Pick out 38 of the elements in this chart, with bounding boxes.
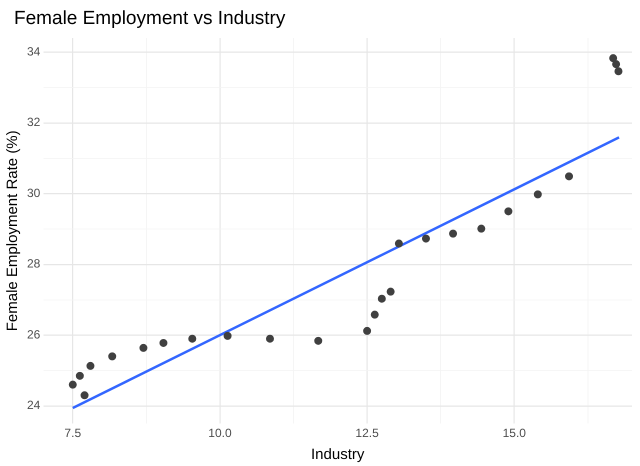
- point: [612, 60, 620, 68]
- point: [565, 172, 574, 180]
- y-axis-title: Female Employment Rate (%): [4, 130, 22, 332]
- y-tick-label: 28: [26, 256, 41, 271]
- point: [266, 334, 274, 343]
- y-tick-label: 32: [26, 115, 41, 130]
- point: [449, 230, 458, 238]
- point: [370, 310, 379, 319]
- point: [86, 362, 94, 370]
- point: [188, 334, 196, 343]
- point: [108, 352, 116, 360]
- y-tick-label: 26: [26, 327, 41, 342]
- y-tick-label: 30: [26, 186, 41, 200]
- x-tick-label: 10.0: [208, 426, 232, 440]
- point: [363, 326, 372, 335]
- point: [80, 391, 89, 400]
- chart-title: Female Employment vs Industry: [14, 8, 286, 30]
- y-tick-label: 24: [26, 398, 41, 412]
- y-tick-label: 34: [26, 44, 41, 58]
- point: [422, 234, 430, 243]
- point: [68, 380, 77, 389]
- point: [534, 190, 542, 198]
- point: [224, 332, 232, 340]
- x-tick-label: 7.5: [64, 426, 82, 440]
- point: [609, 54, 618, 62]
- point: [159, 338, 168, 347]
- point: [504, 207, 512, 216]
- point: [76, 372, 84, 380]
- point: [139, 344, 148, 352]
- point: [394, 240, 403, 248]
- point: [378, 294, 386, 303]
- point: [477, 224, 486, 233]
- x-tick-label: 12.5: [355, 426, 380, 440]
- x-axis-title: Industry: [310, 446, 365, 464]
- x-tick-label: 15.0: [502, 426, 526, 440]
- point: [314, 336, 322, 345]
- point: [614, 67, 622, 76]
- point: [386, 288, 395, 296]
